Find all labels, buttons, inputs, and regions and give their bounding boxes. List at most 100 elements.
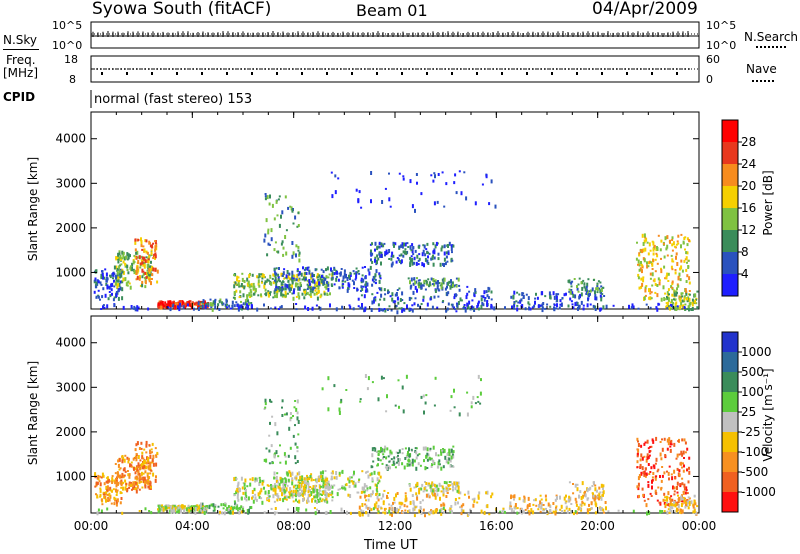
echo-cell: [469, 508, 472, 512]
echo-cell: [448, 452, 451, 457]
echo-cell: [692, 510, 695, 514]
echo-cell: [474, 402, 477, 405]
echo-cell: [295, 407, 298, 412]
echo-cell: [359, 398, 362, 401]
echo-cell: [93, 280, 96, 284]
echo-cell: [473, 497, 476, 500]
echo-cell: [144, 271, 147, 275]
echo-cell: [296, 450, 299, 453]
echo-cell: [146, 251, 149, 255]
echo-cell: [463, 493, 466, 496]
echo-cell: [182, 305, 185, 310]
echo-cell: [295, 487, 298, 490]
echo-cell: [120, 476, 123, 479]
echo-cell: [433, 295, 436, 299]
echo-cell: [436, 286, 439, 290]
echo-cell: [397, 461, 400, 466]
echo-cell: [448, 481, 451, 483]
echo-cell: [297, 278, 300, 282]
echo-cell: [292, 489, 295, 492]
echo-cell: [254, 477, 257, 481]
echo-cell: [105, 283, 108, 286]
echo-cell: [684, 491, 687, 495]
echo-cell: [279, 461, 282, 464]
echo-cell: [239, 506, 241, 510]
echo-cell: [288, 492, 291, 496]
echo-cell: [95, 481, 98, 486]
echo-cell: [642, 471, 645, 475]
echo-cell: [138, 510, 141, 512]
echo-cell: [409, 500, 412, 505]
echo-cell: [400, 244, 403, 248]
echo-cell: [688, 502, 691, 506]
echo-cell: [320, 279, 323, 283]
echo-cell: [323, 292, 326, 296]
echo-cell: [119, 276, 121, 279]
echo-cell: [292, 491, 295, 494]
echo-cell: [436, 493, 439, 497]
echo-cell: [310, 280, 313, 283]
echo-cell: [242, 511, 245, 514]
echo-cell: [682, 462, 684, 465]
echo-cell: [409, 263, 412, 267]
echo-cell: [440, 449, 442, 454]
echo-cell: [322, 470, 324, 475]
echo-cell: [116, 270, 119, 275]
colorbar-tick-label: 24: [741, 157, 756, 171]
echo-cell: [397, 379, 400, 382]
echo-cell: [339, 401, 342, 404]
nsearch-bot-tick: 10^0: [706, 39, 737, 52]
echo-cell: [112, 277, 114, 280]
echo-cell: [453, 306, 455, 309]
echo-cell: [645, 473, 648, 476]
echo-cell: [411, 243, 414, 247]
echo-cell: [453, 181, 456, 185]
colorbar-tick-label: 8: [741, 245, 749, 259]
echo-cell: [563, 293, 566, 297]
echo-cell: [513, 498, 515, 501]
echo-cell: [204, 505, 207, 508]
echo-cell: [640, 444, 643, 448]
y-tick-label: 4000: [55, 132, 86, 146]
echo-cell: [380, 242, 383, 246]
echo-cell: [330, 475, 333, 479]
echo-cell: [644, 294, 647, 297]
echo-cell: [477, 307, 480, 311]
echo-cell: [111, 292, 113, 296]
echo-cell: [304, 267, 307, 271]
echo-cell: [229, 307, 232, 310]
echo-cell: [393, 501, 396, 504]
echo-cell: [520, 507, 523, 510]
echo-cell: [129, 285, 132, 290]
echo-cell: [149, 469, 152, 472]
echo-cell: [268, 243, 271, 246]
echo-cell: [414, 285, 417, 290]
echo-cell: [357, 270, 360, 272]
echo-cell: [299, 486, 302, 491]
echo-cell: [283, 489, 286, 494]
echo-cell: [454, 173, 457, 177]
echo-cell: [408, 453, 411, 458]
echo-cell: [432, 510, 435, 515]
echo-cell: [568, 507, 571, 511]
echo-cell: [305, 292, 308, 295]
echo-cell: [265, 281, 268, 283]
echo-cell: [136, 476, 139, 480]
echo-cell: [472, 306, 475, 309]
echo-cell: [597, 497, 600, 500]
echo-cell: [126, 470, 129, 472]
echo-cell: [280, 281, 283, 286]
echo-cell: [364, 276, 367, 280]
echo-cell: [293, 406, 296, 409]
echo-cell: [329, 292, 331, 296]
echo-cell: [365, 288, 368, 293]
echo-cell: [134, 471, 137, 475]
echo-cell: [466, 292, 469, 296]
echo-cell: [398, 172, 401, 175]
echo-cell: [367, 498, 370, 502]
echo-cell: [649, 292, 652, 295]
echo-cell: [663, 471, 666, 475]
echo-cell: [101, 295, 104, 299]
echo-cell: [512, 495, 515, 499]
echo-cell: [655, 252, 658, 255]
